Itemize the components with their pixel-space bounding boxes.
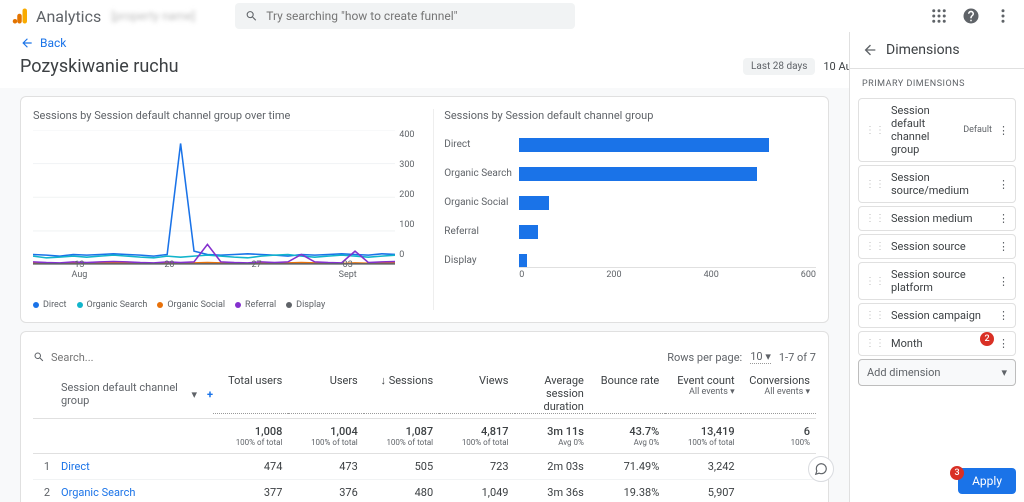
date-preset[interactable]: Last 28 days	[743, 58, 815, 75]
chat-icon	[814, 462, 828, 476]
panel-title: Dimensions	[886, 42, 960, 58]
help-icon[interactable]	[962, 7, 980, 25]
property-name[interactable]: [property name]	[111, 9, 195, 23]
analytics-logo[interactable]: Analytics	[12, 7, 101, 26]
legend-item[interactable]: Organic Search	[77, 300, 148, 310]
chevron-down-icon: ▾	[1001, 366, 1007, 379]
feedback-button[interactable]	[808, 456, 834, 482]
add-dimension[interactable]: Add dimension ▾	[858, 359, 1016, 386]
item-menu-icon[interactable]: ⋮	[998, 212, 1009, 225]
column-total: 1,004100% of total	[288, 425, 363, 447]
legend-item[interactable]: Referral	[235, 300, 276, 310]
column-total: 1,008100% of total	[213, 425, 288, 447]
drag-handle-icon[interactable]: ⋮⋮	[865, 276, 885, 287]
column-total: 4,817100% of total	[439, 425, 514, 447]
apps-icon[interactable]	[930, 7, 948, 25]
item-menu-icon[interactable]: ⋮	[998, 337, 1009, 350]
drag-handle-icon[interactable]: ⋮⋮	[865, 310, 885, 321]
table-card: Rows per page: 10 ▾ 1-7 of 7 Session def…	[20, 331, 829, 502]
bar-row: Direct	[444, 130, 816, 159]
dimension-header[interactable]: Session default channel group ▾ +	[33, 374, 213, 414]
ga-icon	[12, 7, 30, 25]
drag-handle-icon[interactable]: ⋮⋮	[865, 125, 885, 136]
dimension-item[interactable]: ⋮⋮Session source platform⋮	[858, 262, 1016, 300]
bar-row: Organic Search	[444, 159, 816, 188]
column-header[interactable]: ConversionsAll events ▾	[741, 374, 816, 414]
dimension-item[interactable]: ⋮⋮Session default channel groupDefault⋮	[858, 98, 1016, 162]
item-menu-icon[interactable]: ⋮	[998, 240, 1009, 253]
arrow-left-icon	[20, 36, 34, 50]
search-icon	[33, 351, 45, 363]
dimension-item[interactable]: ⋮⋮Session medium⋮	[858, 206, 1016, 231]
column-header[interactable]: Bounce rate	[590, 374, 665, 414]
drag-handle-icon[interactable]: ⋮⋮	[865, 338, 885, 349]
legend-item[interactable]: Display	[286, 300, 325, 310]
bar-chart: DirectOrganic SearchOrganic SocialReferr…	[444, 130, 816, 280]
column-total: 43.7%Avg 0%	[590, 425, 665, 447]
column-header[interactable]: ↓ Sessions	[364, 374, 439, 414]
arrow-left-icon[interactable]	[862, 42, 878, 58]
step-badge-2: 2	[980, 332, 994, 346]
apply-button[interactable]: Apply	[958, 468, 1016, 494]
table-search-input[interactable]	[51, 351, 191, 364]
search-input[interactable]	[266, 9, 565, 23]
page-range: 1-7 of 7	[779, 351, 816, 364]
column-total: 13,419100% of total	[665, 425, 740, 447]
dimensions-panel: Dimensions Primary Dimensions ⋮⋮Session …	[849, 32, 1024, 502]
item-menu-icon[interactable]: ⋮	[998, 124, 1009, 137]
column-header[interactable]: Total users	[213, 374, 288, 414]
rows-per-page-label: Rows per page:	[667, 351, 742, 364]
charts-card: Sessions by Session default channel grou…	[20, 96, 829, 323]
drag-handle-icon[interactable]: ⋮⋮	[865, 179, 885, 190]
column-total: 6100%	[741, 425, 816, 447]
panel-section-label: Primary Dimensions	[850, 69, 1024, 95]
column-total: 3m 11sAvg 0%	[515, 425, 590, 447]
global-search[interactable]	[235, 3, 575, 29]
dimension-item[interactable]: ⋮⋮Session campaign⋮	[858, 303, 1016, 328]
table-row[interactable]: 2Organic Search3773764801,0493m 36s19.38…	[33, 480, 816, 502]
column-total: 1,087100% of total	[364, 425, 439, 447]
more-icon[interactable]	[994, 7, 1012, 25]
table-row[interactable]: 1Direct4744735057232m 03s71.49%3,242	[33, 454, 816, 480]
line-chart-title: Sessions by Session default channel grou…	[33, 109, 423, 122]
legend-item[interactable]: Organic Social	[157, 300, 225, 310]
column-header[interactable]: Views	[439, 374, 514, 414]
legend: Direct Organic Search Organic Social Referr…	[33, 300, 423, 310]
step-badge-3: 3	[950, 466, 964, 480]
column-header[interactable]: Average session duration	[515, 374, 590, 414]
bar-chart-title: Sessions by Session default channel grou…	[444, 109, 816, 122]
page-title: Pozyskiwanie ruchu	[20, 56, 179, 77]
table-search[interactable]	[33, 351, 191, 364]
dimension-item[interactable]: ⋮⋮Session source/medium⋮	[858, 165, 1016, 203]
app-name: Analytics	[36, 7, 101, 26]
line-chart: 4003002001000 13Aug202703Sept	[33, 130, 423, 280]
column-header[interactable]: Users	[288, 374, 363, 414]
back-label: Back	[40, 36, 66, 50]
search-icon	[245, 9, 258, 23]
rows-per-page[interactable]: 10 ▾	[750, 350, 771, 364]
drag-handle-icon[interactable]: ⋮⋮	[865, 213, 885, 224]
bar-row: Organic Social	[444, 188, 816, 217]
legend-item[interactable]: Direct	[33, 300, 67, 310]
bar-row: Referral	[444, 217, 816, 246]
item-menu-icon[interactable]: ⋮	[998, 275, 1009, 288]
column-header[interactable]: Event countAll events ▾	[665, 374, 740, 414]
dimension-item[interactable]: ⋮⋮Session source⋮	[858, 234, 1016, 259]
item-menu-icon[interactable]: ⋮	[998, 309, 1009, 322]
drag-handle-icon[interactable]: ⋮⋮	[865, 241, 885, 252]
item-menu-icon[interactable]: ⋮	[998, 178, 1009, 191]
